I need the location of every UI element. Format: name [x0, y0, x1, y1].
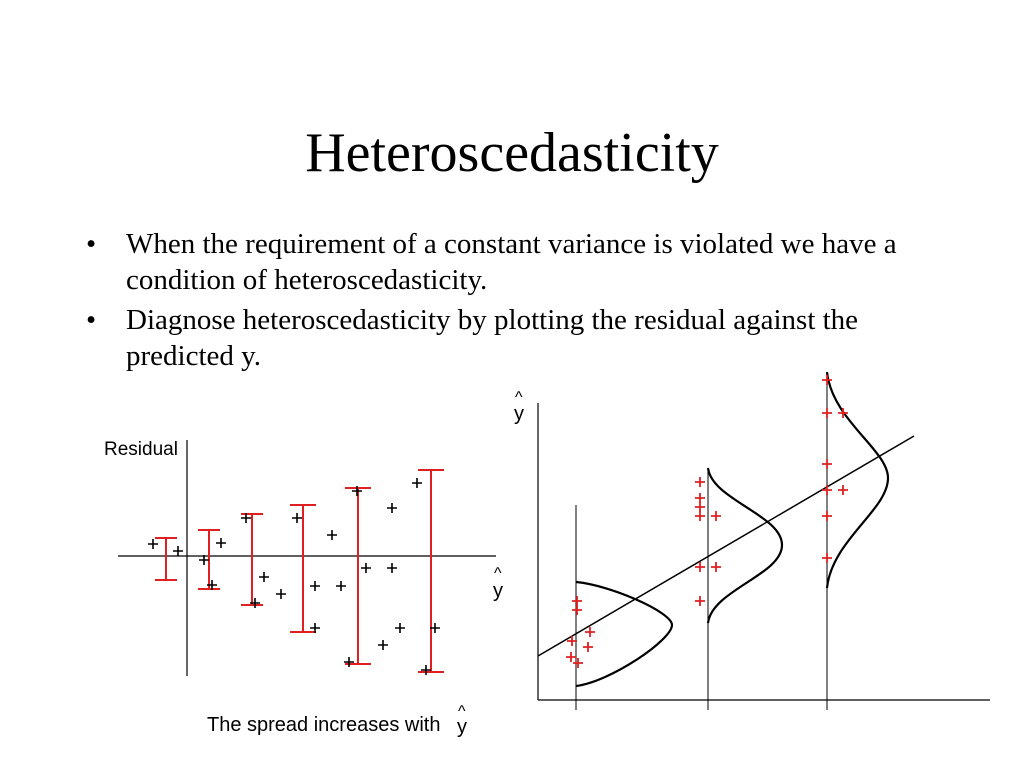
bullet-text: Diagnose heteroscedasticity by plotting … — [126, 304, 859, 372]
residual-point — [241, 513, 251, 523]
residual-plot: Residual ^ y — [104, 439, 503, 738]
residual-point — [148, 539, 158, 549]
caption-hat: ^ — [458, 703, 466, 720]
caption-var: y — [457, 716, 467, 738]
bullet-item: • Diagnose heteroscedasticity by plottin… — [86, 302, 956, 374]
spread-bar — [345, 487, 371, 665]
spread-bars — [155, 469, 444, 673]
observed-point — [711, 562, 721, 572]
observed-point — [822, 375, 832, 385]
bullet-item: • When the requirement of a constant var… — [86, 226, 956, 298]
observed-point — [822, 553, 832, 563]
observed-point — [838, 485, 848, 495]
observed-point — [573, 658, 583, 668]
residual-point — [310, 623, 320, 633]
observed-point — [572, 605, 582, 615]
distribution-curve — [706, 467, 784, 624]
residual-point — [276, 589, 286, 599]
distribution-curve — [575, 580, 674, 688]
residual-axis-label: Residual — [104, 439, 178, 460]
caption-text: The spread increases with — [207, 714, 440, 736]
residual-point — [259, 572, 269, 582]
spread-bar — [155, 537, 177, 581]
spread-bar — [418, 469, 444, 673]
observed-point — [695, 596, 705, 606]
observed-point — [695, 493, 705, 503]
residual-point — [430, 623, 440, 633]
observed-point — [695, 562, 705, 572]
observed-point — [822, 511, 832, 521]
regression-line — [537, 435, 915, 657]
slide-title: Heteroscedasticity — [305, 122, 719, 184]
observed-point — [583, 642, 593, 652]
residual-point — [352, 486, 362, 496]
regression-plot: ^ y — [514, 371, 990, 710]
residual-point — [344, 657, 354, 667]
bullet-icon: • — [86, 228, 97, 260]
regression-y-hat: ^ — [515, 389, 523, 406]
residual-point — [361, 563, 371, 573]
regression-y-label: y — [514, 403, 524, 425]
observed-point — [822, 485, 832, 495]
observed-points — [566, 375, 848, 668]
residual-point — [378, 640, 388, 650]
bullet-list: • When the requirement of a constant var… — [86, 226, 956, 378]
residual-point — [173, 546, 183, 556]
observed-point — [838, 408, 848, 418]
residual-point — [216, 538, 226, 548]
spread-bar — [290, 504, 316, 633]
observed-point — [566, 652, 576, 662]
observed-point — [695, 502, 705, 512]
observed-point — [572, 596, 582, 606]
bullet-icon: • — [86, 304, 97, 336]
observed-point — [585, 627, 595, 637]
bullet-text: When the requirement of a constant varia… — [126, 228, 897, 296]
spread-bar — [241, 513, 263, 606]
residual-point — [327, 530, 337, 540]
residual-point — [421, 665, 431, 675]
distribution-curve — [825, 371, 890, 589]
guide-lines — [575, 380, 828, 710]
residual-point — [336, 581, 346, 591]
residual-point — [292, 513, 302, 523]
residual-x-label: y — [493, 580, 503, 602]
residual-point — [310, 581, 320, 591]
residual-point — [412, 478, 422, 488]
distribution-curves — [575, 371, 890, 688]
observed-point — [567, 636, 577, 646]
residual-point — [387, 503, 397, 513]
residual-point — [199, 555, 209, 565]
residual-point — [250, 598, 260, 608]
residual-point — [387, 563, 397, 573]
observed-point — [695, 477, 705, 487]
observed-point — [822, 408, 832, 418]
residual-points — [148, 478, 440, 675]
observed-point — [822, 459, 832, 469]
residual-x-hat: ^ — [494, 565, 502, 582]
observed-point — [695, 511, 705, 521]
residual-point — [207, 580, 217, 590]
observed-point — [711, 511, 721, 521]
residual-point — [395, 623, 405, 633]
